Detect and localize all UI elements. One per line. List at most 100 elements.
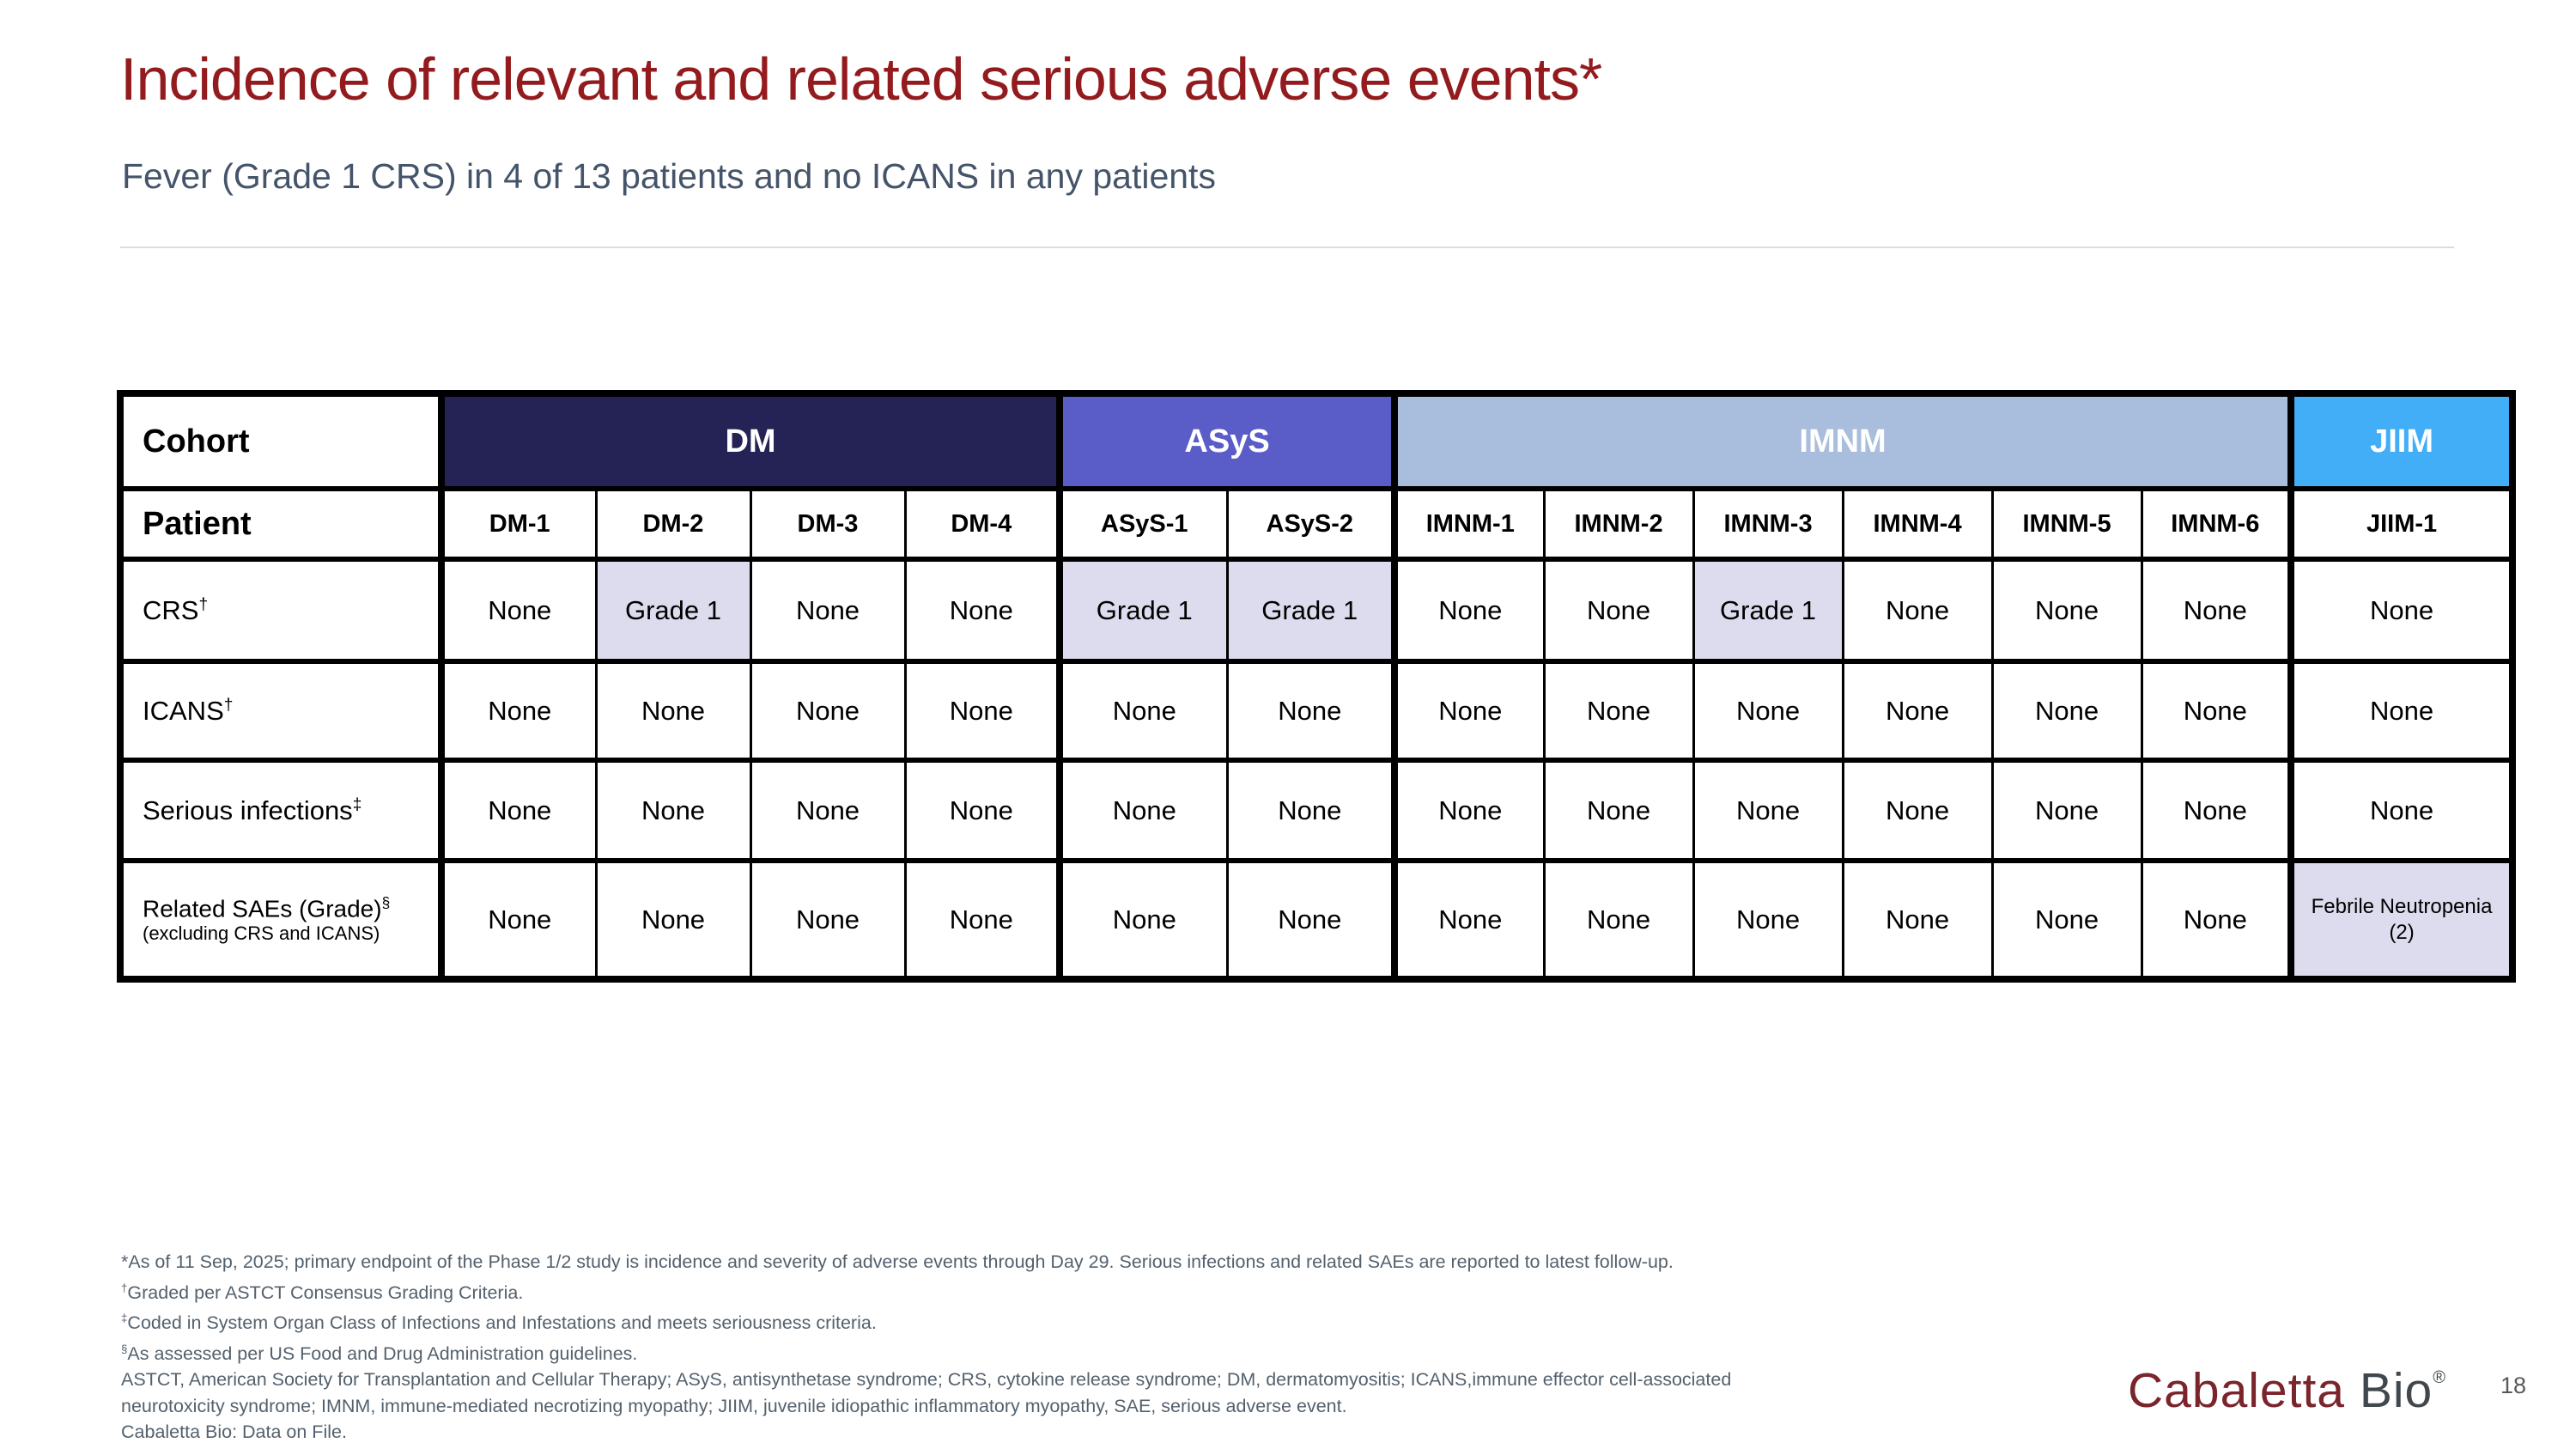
patient-header-asys-1: ASyS-1 (1056, 486, 1229, 562)
table-cell: None (1391, 858, 1546, 982)
table-cell: None (2140, 858, 2293, 982)
table-cell: None (438, 858, 598, 982)
table-cell: None (1692, 858, 1844, 982)
patient-header-jiim-1: JIIM-1 (2287, 486, 2514, 562)
table-cell: None (1990, 557, 2143, 664)
table-cell: None (903, 659, 1061, 763)
table-cell: Grade 1 (594, 557, 752, 664)
footnote-line: Cabaletta Bio: Data on File. (121, 1422, 347, 1443)
table-row: Serious infections‡ None None None None None N… (118, 758, 2514, 863)
table-cell: None (1542, 858, 1695, 982)
table-cell: None (438, 557, 598, 664)
table-cell: None (2287, 758, 2514, 863)
patient-header-dm-3: DM-3 (749, 486, 907, 562)
table-cell: None (1056, 659, 1229, 763)
patient-header-dm-4: DM-4 (903, 486, 1061, 562)
patient-header-imnm-1: IMNM-1 (1391, 486, 1546, 562)
table-cell: None (438, 758, 598, 863)
table-cell: None (2140, 557, 2293, 664)
table-cell: None (1990, 858, 2143, 982)
corner-cell-patient: Patient (118, 486, 443, 562)
row-label: CRS† (118, 557, 443, 664)
table-cell: None (1391, 557, 1546, 664)
table-cell: None (1542, 758, 1695, 863)
logo-word-cabaletta: Cabaletta (2128, 1363, 2346, 1418)
row-label: Serious infections‡ (118, 758, 443, 863)
footnote-line: ASTCT, American Society for Transplantat… (121, 1369, 1732, 1391)
slide-subtitle: Fever (Grade 1 CRS) in 4 of 13 patients … (122, 156, 1216, 196)
table-cell: None (2287, 557, 2514, 664)
table-cell: None (1225, 858, 1396, 982)
cabaletta-bio-logo: Cabaletta Bio® (2128, 1362, 2446, 1419)
table-cell: Grade 1 (1692, 557, 1844, 664)
cohort-header-jiim: JIIM (2287, 391, 2514, 491)
footnote-line: *As of 11 Sep, 2025; primary endpoint of… (121, 1251, 1674, 1272)
table-cell: None (2140, 659, 2293, 763)
patient-header-dm-2: DM-2 (594, 486, 752, 562)
footnote-line: †Graded per ASTCT Consensus Grading Crit… (121, 1281, 524, 1303)
logo-word-bio (2345, 1363, 2360, 1418)
table-cell: None (1225, 758, 1396, 863)
table-cell: None (1391, 758, 1546, 863)
registered-trademark-icon: ® (2433, 1368, 2446, 1387)
table-body: CRS† None Grade 1 None None Grade 1 Grade 1 Non… (118, 557, 2514, 982)
table-cell: None (1841, 659, 1994, 763)
footnotes: *As of 11 Sep, 2025; primary endpoint of… (121, 1249, 1731, 1446)
table-cell: None (1391, 659, 1546, 763)
table-head: Cohort DM ASyS IMNM JIIM Patient DM-1 DM-2 DM-3 D… (118, 391, 2514, 562)
table-cell: None (594, 858, 752, 982)
table-cell: None (1841, 858, 1994, 982)
patient-header-imnm-2: IMNM-2 (1542, 486, 1695, 562)
table-cell: None (1990, 758, 2143, 863)
table-cell: None (1056, 758, 1229, 863)
table-row: Related SAEs (Grade)§ (excluding CRS and … (118, 858, 2514, 982)
table-cell: None (1841, 758, 1994, 863)
cohort-header-row: Cohort DM ASyS IMNM JIIM (118, 391, 2514, 491)
table-cell: None (1692, 758, 1844, 863)
table-cell: None (438, 659, 598, 763)
table-cell: None (1542, 557, 1695, 664)
table-cell: None (1990, 659, 2143, 763)
cohort-header-dm: DM (437, 391, 1061, 491)
adverse-events-table: Cohort DM ASyS IMNM JIIM Patient DM-1 DM-2 DM-3 D… (117, 390, 2517, 983)
patient-header-imnm-6: IMNM-6 (2140, 486, 2293, 562)
table-cell: None (903, 557, 1061, 664)
patient-header-imnm-3: IMNM-3 (1692, 486, 1844, 562)
table-cell: None (1225, 659, 1396, 763)
patient-header-imnm-5: IMNM-5 (1990, 486, 2143, 562)
table-cell: None (749, 659, 907, 763)
table-cell: None (594, 758, 752, 863)
table-cell: Febrile Neutropenia (2) (2287, 858, 2514, 982)
table-cell: Grade 1 (1225, 557, 1396, 664)
footnote-line: §As assessed per US Food and Drug Admini… (121, 1342, 638, 1364)
page-number: 18 (2500, 1373, 2527, 1398)
patient-header-dm-1: DM-1 (438, 486, 598, 562)
patient-header-row: Patient DM-1 DM-2 DM-3 DM-4 ASyS-1 ASyS-2 IMNM-… (118, 486, 2514, 562)
patient-header-asys-2: ASyS-2 (1225, 486, 1396, 562)
table-cell: None (1841, 557, 1994, 664)
row-label: ICANS† (118, 659, 443, 763)
table-cell: None (1692, 659, 1844, 763)
table-row: ICANS† None None None None None None None None No… (118, 659, 2514, 763)
logo-word-bio-text: Bio (2359, 1363, 2433, 1418)
table-cell: None (749, 758, 907, 863)
table-cell: None (749, 557, 907, 664)
table-cell: None (1542, 659, 1695, 763)
slide-title: Incidence of relevant and related seriou… (120, 46, 1602, 113)
footnote-line: ‡Coded in System Organ Class of Infectio… (121, 1312, 877, 1334)
patient-header-imnm-4: IMNM-4 (1841, 486, 1994, 562)
table-cell: None (594, 659, 752, 763)
table-cell: None (749, 858, 907, 982)
table-cell: None (2287, 659, 2514, 763)
table-cell: None (903, 858, 1061, 982)
cohort-header-imnm: IMNM (1391, 391, 2293, 491)
footnote-line: neurotoxicity syndrome; IMNM, immune-med… (121, 1395, 1347, 1416)
title-divider (120, 247, 2454, 248)
row-label: Related SAEs (Grade)§ (excluding CRS and … (118, 858, 443, 982)
table-cell: Grade 1 (1056, 557, 1229, 664)
table-cell: None (1056, 858, 1229, 982)
cohort-header-asys: ASyS (1056, 391, 1396, 491)
table-cell: None (2140, 758, 2293, 863)
corner-cell-cohort: Cohort (118, 391, 443, 491)
table-cell: None (903, 758, 1061, 863)
